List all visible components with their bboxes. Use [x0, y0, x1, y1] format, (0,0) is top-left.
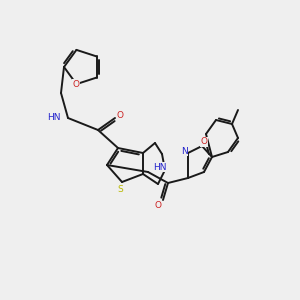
Text: O: O — [73, 80, 80, 88]
Text: N: N — [181, 146, 188, 155]
Text: O: O — [200, 137, 208, 146]
Text: HN: HN — [47, 113, 61, 122]
Text: S: S — [117, 184, 123, 194]
Text: HN: HN — [153, 163, 166, 172]
Text: O: O — [116, 112, 124, 121]
Text: O: O — [154, 200, 161, 209]
